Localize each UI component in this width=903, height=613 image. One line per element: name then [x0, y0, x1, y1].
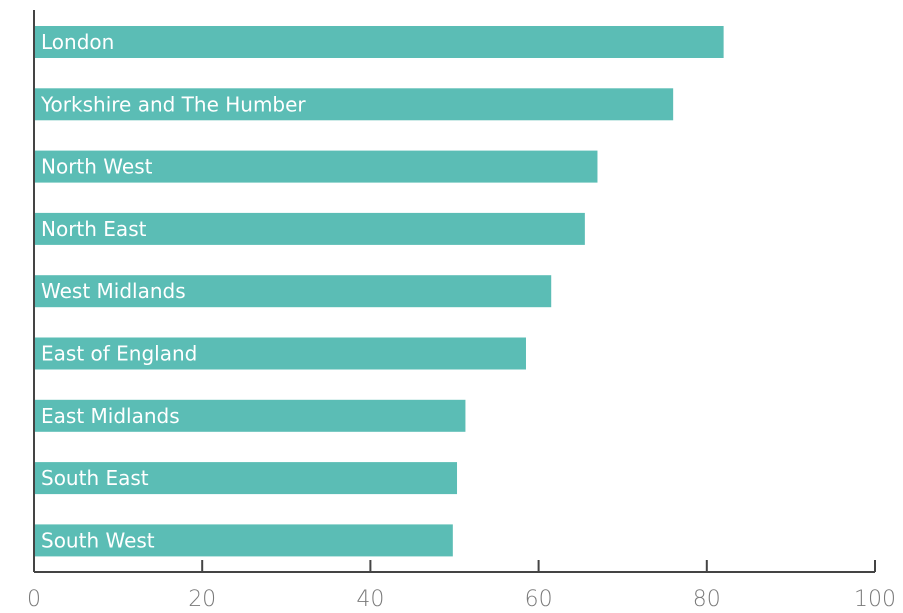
axes-group: 0 20 40 60 80 100 [27, 10, 896, 612]
bar-north-east [34, 212, 585, 245]
bar-label-london: London [41, 30, 114, 54]
x-tick-label-60: 60 [525, 587, 553, 612]
x-tick-label-100: 100 [854, 587, 896, 612]
bar-south-west [34, 524, 453, 557]
x-tick-label-0: 0 [27, 587, 41, 612]
bar-label-north-west: North West [41, 155, 153, 179]
bar-north-west [34, 150, 598, 183]
bars-group: London Yorkshire and The Humber North West… [34, 26, 724, 557]
bar-east-midlands [34, 399, 466, 432]
bar-east-of-england [34, 337, 526, 370]
x-tick-label-20: 20 [188, 587, 216, 612]
bar-label-east-of-england: East of England [41, 342, 197, 366]
bar-yorkshire-and-the-humber [34, 88, 674, 121]
bar-label-south-east: South East [41, 466, 149, 490]
bar-south-east [34, 462, 458, 495]
bar-label-yorkshire-and-the-humber: Yorkshire and The Humber [40, 92, 306, 116]
bar-west-midlands [34, 275, 552, 308]
bar-label-north-east: North East [41, 217, 147, 241]
bar-label-west-midlands: West Midlands [41, 279, 186, 303]
bar-london [34, 26, 724, 58]
x-tick-label-40: 40 [356, 587, 384, 612]
bar-label-south-west: South West [41, 528, 155, 552]
bar-label-east-midlands: East Midlands [41, 404, 180, 428]
x-tick-label-80: 80 [693, 587, 721, 612]
